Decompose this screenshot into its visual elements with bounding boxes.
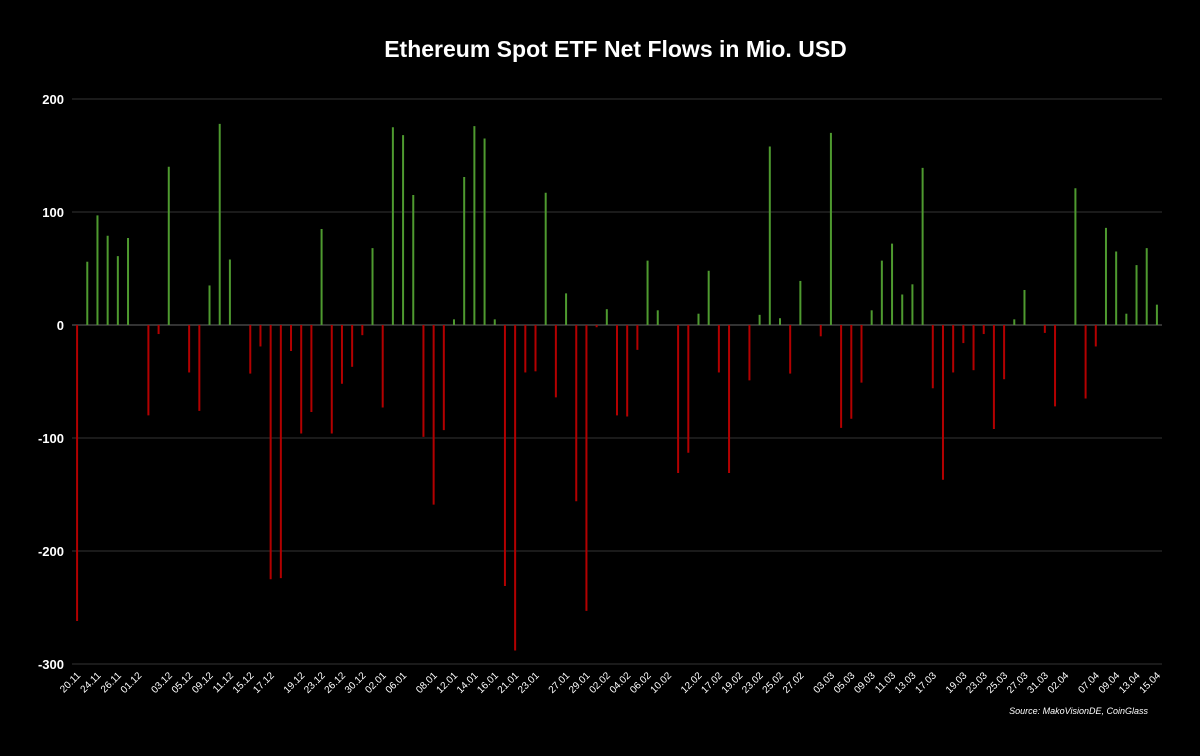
x-tick-label: 15.04 — [1138, 670, 1164, 696]
x-tick-label: 20.11 — [58, 670, 83, 695]
chart-title: Ethereum Spot ETF Net Flows in Mio. USD — [384, 36, 847, 62]
x-tick-label: 19.02 — [720, 670, 746, 696]
x-tick-label: 01.12 — [119, 670, 145, 696]
source-note: Source: MakoVisionDE, CoinGlass — [1009, 706, 1148, 716]
x-tick-label: 23.12 — [302, 670, 328, 696]
x-tick-label: 19.03 — [944, 670, 970, 696]
x-tick-label: 02.01 — [363, 670, 389, 696]
x-tick-label: 19.12 — [282, 670, 308, 696]
x-tick-label: 21.01 — [496, 670, 522, 696]
x-tick-label: 17.02 — [700, 670, 726, 696]
y-tick-label: -100 — [38, 431, 64, 446]
y-tick-label: -200 — [38, 544, 64, 559]
x-tick-label: 12.02 — [679, 670, 705, 696]
y-tick-label: 100 — [42, 205, 64, 220]
x-tick-label: 05.03 — [832, 670, 858, 696]
x-tick-label: 07.04 — [1076, 670, 1102, 696]
x-tick-label: 10.02 — [649, 670, 675, 696]
x-tick-label: 27.02 — [781, 670, 807, 696]
y-tick-label: 200 — [42, 92, 64, 107]
x-tick-label: 03.03 — [812, 670, 838, 696]
x-tick-label: 24.11 — [79, 670, 104, 695]
x-tick-label: 17.03 — [913, 670, 939, 696]
x-tick-label: 04.02 — [608, 670, 634, 696]
x-tick-label: 02.02 — [587, 670, 613, 696]
x-tick-label: 11.03 — [873, 670, 898, 695]
x-tick-label: 08.01 — [414, 670, 440, 696]
x-tick-label: 17.12 — [251, 670, 277, 696]
x-tick-label: 30.12 — [343, 670, 369, 696]
x-tick-label: 23.03 — [964, 670, 990, 696]
x-tick-label: 13.04 — [1117, 670, 1143, 696]
y-tick-label: -300 — [38, 657, 64, 672]
x-tick-label: 23.02 — [740, 670, 766, 696]
x-tick-label: 26.11 — [99, 670, 124, 695]
x-tick-label: 11.12 — [211, 670, 236, 695]
x-tick-label: 15.12 — [231, 670, 257, 696]
x-tick-label: 09.03 — [852, 670, 878, 696]
x-tick-label: 25.02 — [761, 670, 787, 696]
x-tick-label: 29.01 — [567, 670, 593, 696]
x-tick-label: 02.04 — [1046, 670, 1072, 696]
x-tick-label: 27.03 — [1005, 670, 1031, 696]
x-tick-label: 31.03 — [1025, 670, 1051, 696]
x-tick-label: 05.12 — [170, 670, 196, 696]
x-tick-label: 13.03 — [893, 670, 919, 696]
x-tick-label: 16.01 — [475, 670, 501, 696]
x-tick-label: 06.02 — [628, 670, 654, 696]
x-tick-label: 12.01 — [435, 670, 461, 696]
x-tick-label: 03.12 — [149, 670, 175, 696]
x-tick-label: 09.12 — [190, 670, 216, 696]
x-tick-label: 26.12 — [323, 670, 349, 696]
x-tick-label: 09.04 — [1097, 670, 1123, 696]
y-tick-label: 0 — [57, 318, 64, 333]
x-tick-label: 25.03 — [985, 670, 1011, 696]
x-tick-label: 23.01 — [516, 670, 542, 696]
x-tick-label: 06.01 — [384, 670, 410, 696]
x-tick-label: 14.01 — [455, 670, 481, 696]
x-tick-label: 27.01 — [547, 670, 573, 696]
